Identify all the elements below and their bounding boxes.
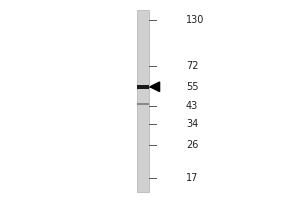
Text: 26: 26 — [186, 140, 198, 150]
Text: 72: 72 — [186, 61, 199, 71]
Text: 130: 130 — [186, 15, 204, 25]
Text: 43: 43 — [186, 101, 198, 111]
FancyBboxPatch shape — [136, 103, 148, 105]
Text: 34: 34 — [186, 119, 198, 129]
FancyBboxPatch shape — [136, 10, 148, 192]
FancyBboxPatch shape — [136, 85, 148, 89]
Text: 55: 55 — [186, 82, 199, 92]
Polygon shape — [150, 82, 160, 92]
Text: 17: 17 — [186, 173, 198, 183]
